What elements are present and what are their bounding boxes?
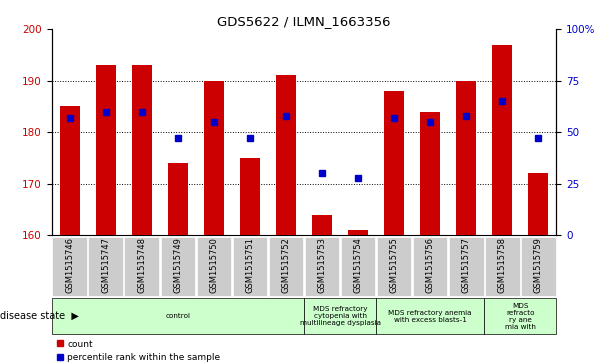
Text: GSM1515746: GSM1515746 [65,237,74,293]
Text: GSM1515747: GSM1515747 [102,237,110,293]
Text: GSM1515749: GSM1515749 [173,237,182,293]
FancyBboxPatch shape [161,237,195,296]
FancyBboxPatch shape [521,237,556,296]
Text: GSM1515759: GSM1515759 [534,237,543,293]
Text: GSM1515753: GSM1515753 [317,237,326,293]
FancyBboxPatch shape [485,237,520,296]
Text: GSM1515754: GSM1515754 [354,237,362,293]
FancyBboxPatch shape [377,237,412,296]
FancyBboxPatch shape [413,237,447,296]
Bar [168,163,188,235]
FancyBboxPatch shape [340,237,375,296]
Text: GSM1515758: GSM1515758 [498,237,506,293]
Text: MDS refractory anemia
with excess blasts-1: MDS refractory anemia with excess blasts… [389,310,472,323]
Bar [204,81,224,235]
FancyBboxPatch shape [376,298,484,334]
FancyBboxPatch shape [88,237,123,296]
Bar [132,65,152,235]
Text: GSM1515750: GSM1515750 [209,237,218,293]
Bar [420,111,440,235]
Bar [492,45,512,235]
Bar [348,230,368,235]
Text: control: control [165,313,190,319]
Bar [456,81,476,235]
Text: GSM1515748: GSM1515748 [137,237,147,293]
Text: GSM1515755: GSM1515755 [390,237,399,293]
FancyBboxPatch shape [125,237,159,296]
Bar [312,215,332,235]
Text: MDS refractory
cytopenia with
multilineage dysplasia: MDS refractory cytopenia with multilinea… [300,306,381,326]
Text: GSM1515756: GSM1515756 [426,237,435,293]
Text: GSM1515757: GSM1515757 [461,237,471,293]
Text: MDS
refracto
ry ane
mia with: MDS refracto ry ane mia with [505,303,536,330]
Text: disease state  ▶: disease state ▶ [0,311,79,321]
FancyBboxPatch shape [52,298,304,334]
FancyBboxPatch shape [484,298,556,334]
Bar [60,106,80,235]
Bar [528,174,548,235]
FancyBboxPatch shape [449,237,483,296]
FancyBboxPatch shape [304,298,376,334]
FancyBboxPatch shape [52,237,87,296]
Bar [240,158,260,235]
FancyBboxPatch shape [305,237,339,296]
Legend: count, percentile rank within the sample: count, percentile rank within the sample [56,340,220,362]
Bar [96,65,116,235]
Bar [384,91,404,235]
FancyBboxPatch shape [196,237,231,296]
Bar [276,76,296,235]
FancyBboxPatch shape [269,237,303,296]
Text: GSM1515751: GSM1515751 [246,237,254,293]
Text: GSM1515752: GSM1515752 [282,237,291,293]
FancyBboxPatch shape [233,237,268,296]
Title: GDS5622 / ILMN_1663356: GDS5622 / ILMN_1663356 [217,15,391,28]
